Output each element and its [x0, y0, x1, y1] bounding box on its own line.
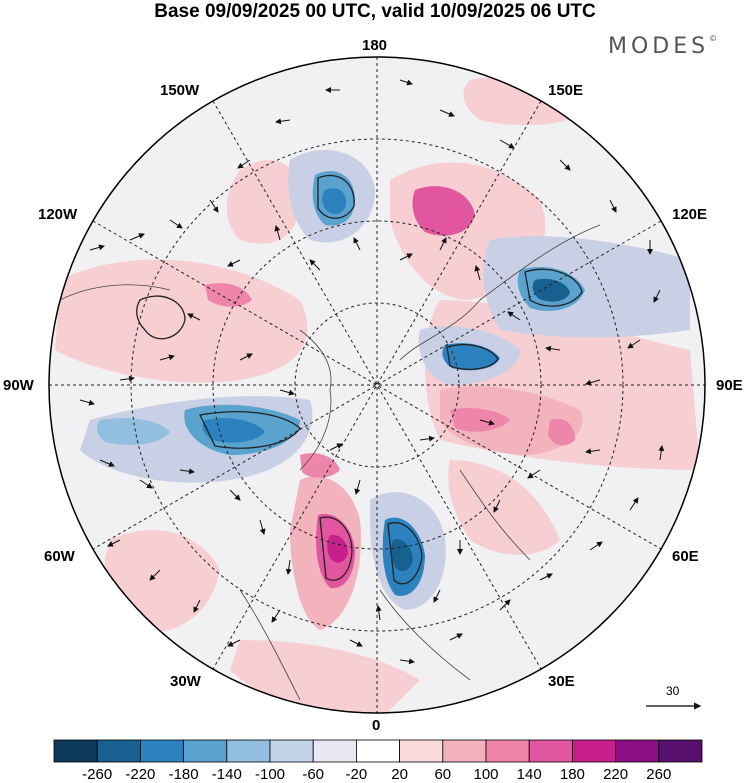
colorbar-tick-label: -100 [254, 766, 286, 783]
modes-logo: MODES© [608, 34, 717, 59]
colorbar-swatch [53, 739, 98, 763]
colorbar-swatch [312, 739, 357, 763]
colorbar-swatch [442, 739, 487, 763]
lon-label-30e: 30E [548, 673, 575, 690]
colorbar-swatch [355, 739, 400, 763]
colorbar-tick-label: -220 [125, 766, 156, 783]
colorbar-swatch [399, 739, 444, 763]
colorbar-tick-label: 20 [391, 766, 408, 783]
colorbar-tick-label: -140 [211, 766, 242, 783]
vector-scale-label: 30 [666, 684, 680, 698]
colorbar-tick-label: -20 [345, 766, 368, 783]
colorbar-tick-label: -260 [82, 766, 113, 783]
colorbar-tick-label: 100 [473, 766, 499, 783]
colorbar-swatch [615, 739, 660, 763]
colorbar-swatch [572, 739, 617, 763]
colorbar-tick-label: 220 [603, 766, 629, 783]
colorbar-tick-label: 180 [559, 766, 585, 783]
brand-mark: © [709, 34, 718, 43]
lon-label-90w: 90W [3, 377, 34, 394]
colorbar-swatch [96, 739, 141, 763]
colorbar-swatch [658, 739, 703, 763]
lon-label-120e: 120E [672, 206, 708, 223]
map-boundary [48, 56, 706, 714]
colorbar-swatch [183, 739, 228, 763]
colorbar-tick-label: -180 [168, 766, 199, 783]
colorbar-tick-label: 140 [516, 766, 542, 783]
lon-label-60w: 60W [44, 548, 75, 565]
colorbar-swatch [226, 739, 271, 763]
lon-label-30w: 30W [170, 673, 201, 690]
colorbar-swatch [269, 739, 314, 763]
colorbar-tick-label: -60 [302, 766, 325, 783]
lon-label-90e: 90E [716, 377, 743, 394]
brand-text: MODES [608, 34, 710, 59]
lon-label-150e: 150E [548, 82, 584, 99]
colorbar-swatch [485, 739, 530, 763]
colorbar-swatch [139, 739, 184, 763]
lon-label-150w: 150W [160, 82, 200, 99]
lon-label-120w: 120W [38, 206, 78, 223]
lon-label-0: 0 [372, 717, 381, 734]
map-title: Base 09/09/2025 00 UTC, valid 10/09/2025… [154, 1, 596, 22]
lon-label-60e: 60E [672, 548, 699, 565]
colorbar-tick-label: 260 [646, 766, 672, 783]
colorbar-tick-label: 60 [434, 766, 452, 783]
colorbar [53, 739, 703, 763]
graticule [49, 57, 705, 713]
lon-label-180: 180 [362, 37, 388, 54]
colorbar-swatch [528, 739, 573, 763]
